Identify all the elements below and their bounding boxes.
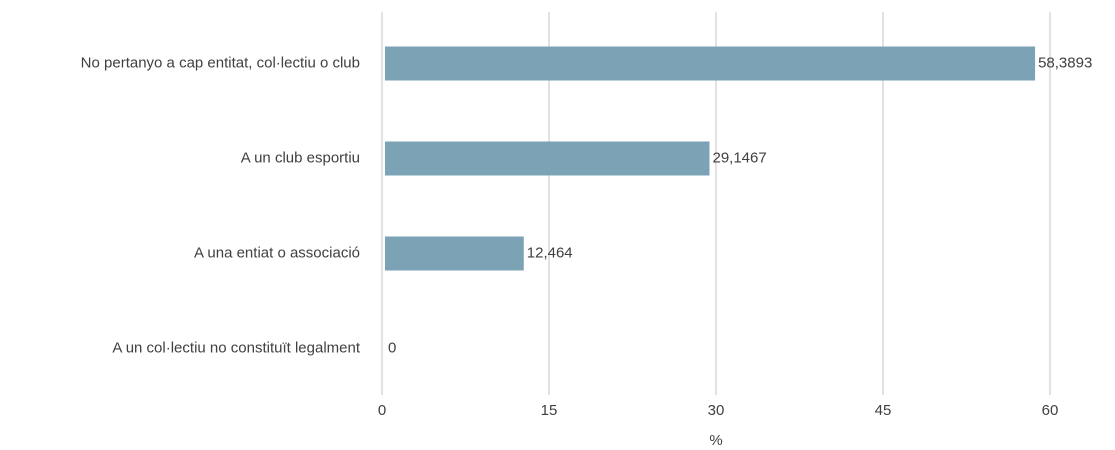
x-tick-label: 45	[875, 402, 892, 419]
bar	[385, 141, 710, 176]
x-tick-label: 30	[708, 402, 725, 419]
data-label: 0	[388, 339, 396, 356]
x-tick-label: 0	[378, 402, 386, 419]
bar	[385, 46, 1036, 81]
x-tick-label: 60	[1042, 402, 1059, 419]
data-label: 12,464	[527, 244, 573, 261]
bar	[385, 236, 524, 271]
y-tick-label: A una entiat o associació	[194, 244, 360, 261]
y-tick-label: A un club esportiu	[241, 149, 360, 166]
x-axis-label: %	[709, 432, 722, 449]
y-tick-label: No pertanyo a cap entitat, col·lectiu o …	[81, 54, 360, 71]
data-label: 29,1467	[712, 149, 766, 166]
y-tick-label: A un col·lectiu no constituït legalment	[112, 339, 360, 356]
x-tick-label: 15	[541, 402, 558, 419]
data-label: 58,3893	[1038, 54, 1092, 71]
